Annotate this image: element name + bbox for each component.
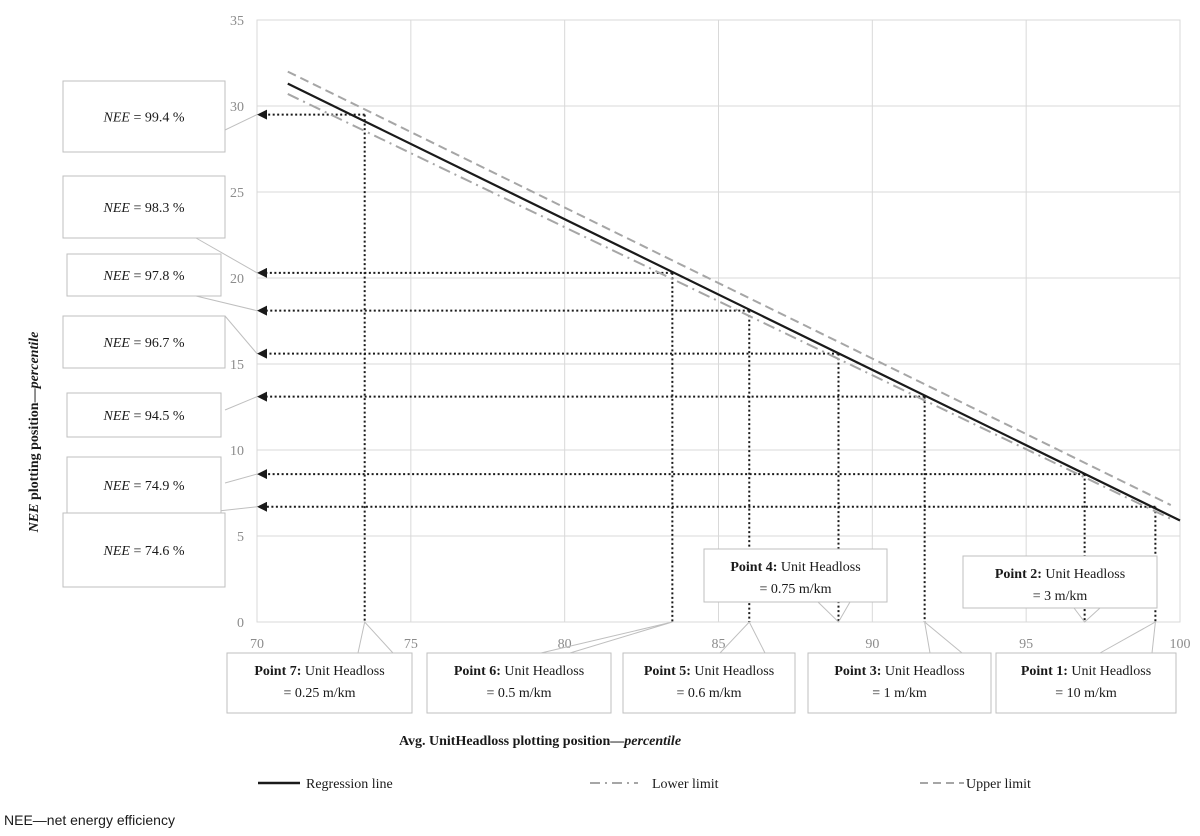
nee-box	[62, 315, 226, 369]
nee-box	[66, 392, 222, 438]
point-value: = 3 m/km	[1033, 589, 1088, 604]
nee-label: NEE = 74.9 %	[102, 479, 184, 494]
point-value: = 0.6 m/km	[676, 686, 741, 701]
x-tick-label: 80	[558, 637, 572, 652]
y-tick-label: 25	[230, 186, 244, 201]
y-axis-title: NEE plotting position—percentile	[27, 332, 42, 534]
x-axis-title: Avg. UnitHeadloss plotting position—perc…	[399, 734, 681, 749]
legend-regression-label: Regression line	[306, 777, 393, 792]
point-value: = 1 m/km	[872, 686, 927, 701]
nee-box	[66, 253, 222, 297]
y-tick-label: 0	[237, 616, 244, 631]
point-label: Point 6: Unit Headloss	[454, 664, 584, 679]
callouts	[195, 114, 1156, 654]
point-box	[226, 652, 413, 714]
nee-box	[62, 80, 226, 153]
grid	[256, 19, 1181, 623]
nee-box	[66, 456, 222, 514]
point-callout-pointer	[1072, 607, 1102, 623]
series-line-1	[287, 82, 1181, 522]
x-tick-label: 70	[250, 637, 264, 652]
nee-callout-line	[224, 315, 258, 355]
y-tick-label: 20	[230, 272, 244, 287]
nee-callout-line	[195, 237, 258, 274]
series-line-3	[287, 70, 1172, 506]
footnote: NEE—net energy efficiency	[4, 812, 175, 828]
point-box	[962, 555, 1158, 609]
point-box	[703, 548, 888, 603]
y-tick-label: 15	[230, 358, 244, 373]
nee-label: NEE = 98.3 %	[102, 201, 184, 216]
nee-callout-line	[195, 295, 258, 312]
nee-label: NEE = 96.7 %	[102, 336, 184, 351]
point-box	[995, 652, 1177, 714]
x-tick-label: 85	[712, 637, 726, 652]
point-value: = 0.5 m/km	[486, 686, 551, 701]
nee-label: NEE = 74.6 %	[102, 544, 184, 559]
point-box	[807, 652, 992, 714]
series-lines	[287, 70, 1181, 522]
point-value: = 0.75 m/km	[759, 582, 831, 597]
legend-lower-label: Lower limit	[652, 777, 719, 792]
point-value: = 10 m/km	[1055, 686, 1117, 701]
point-label: Point 5: Unit Headloss	[644, 664, 774, 679]
nee-callout-line	[224, 114, 258, 131]
nee-label: NEE = 97.8 %	[102, 269, 184, 284]
nee-callout-line	[224, 396, 258, 411]
axis-ticks: 70 75 80 85 90 95 100 0 5 10 15 20 25 30 35	[230, 14, 1191, 652]
x-tick-label: 90	[865, 637, 879, 652]
point-label: Point 7: Unit Headloss	[254, 664, 384, 679]
guide-lines	[257, 109, 1157, 622]
point-callout-pointer	[718, 621, 766, 654]
point-value: = 0.25 m/km	[283, 686, 355, 701]
point-callout-pointer	[816, 601, 851, 623]
point-box	[622, 652, 796, 714]
chart-canvas: 70 75 80 85 90 95 100 0 5 10 15 20 25 30 35 NEE = 99.4…	[27, 14, 1191, 792]
x-tick-label: 95	[1019, 637, 1033, 652]
point-label: Point 2: Unit Headloss	[995, 567, 1125, 582]
point-callout-pointer	[923, 620, 964, 654]
legend: Regression line Lower limit Upper limit	[258, 777, 1031, 792]
y-tick-label: 10	[230, 444, 244, 459]
nee-box	[62, 512, 226, 588]
legend-upper-label: Upper limit	[966, 777, 1031, 792]
point-label: Point 1: Unit Headloss	[1021, 664, 1151, 679]
label-boxes: NEE = 99.4 % NEE = 98.3 % NEE = 97.8 % NEE …	[62, 80, 1177, 714]
point-label: Point 3: Unit Headloss	[834, 664, 964, 679]
point-callout-pointer	[1098, 621, 1156, 654]
point-callout-pointer	[357, 620, 395, 654]
x-tick-label: 75	[404, 637, 418, 652]
point-box	[426, 652, 612, 714]
y-tick-label: 35	[230, 14, 244, 29]
x-tick-label: 100	[1170, 637, 1191, 652]
point-label: Point 4: Unit Headloss	[730, 560, 860, 575]
y-tick-label: 5	[237, 530, 244, 545]
nee-label: NEE = 99.4 %	[102, 111, 184, 126]
series-line-2	[287, 93, 1172, 520]
y-tick-label: 30	[230, 100, 244, 115]
nee-box	[62, 175, 226, 239]
nee-label: NEE = 94.5 %	[102, 409, 184, 424]
nee-callout-line	[224, 473, 258, 484]
